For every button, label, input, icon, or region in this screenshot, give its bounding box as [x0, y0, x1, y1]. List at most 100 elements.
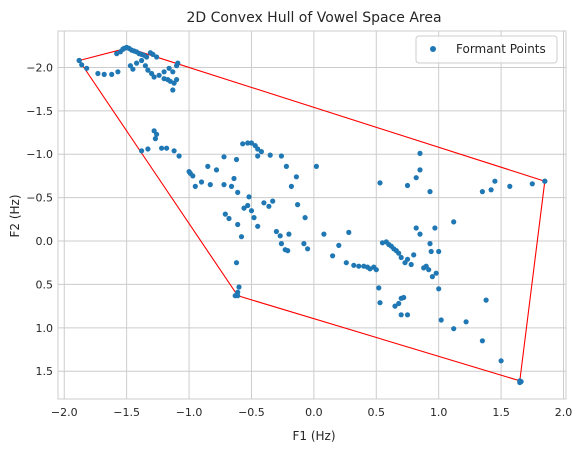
formant-point — [413, 225, 419, 231]
formant-point — [346, 229, 352, 235]
plot-frame — [57, 30, 567, 400]
formant-point — [145, 67, 151, 73]
formant-point — [277, 233, 283, 239]
formant-point — [101, 71, 107, 77]
formant-point — [451, 326, 457, 332]
formant-point — [301, 241, 307, 247]
formant-point — [267, 152, 273, 158]
formant-point — [233, 156, 240, 163]
formant-point — [305, 246, 311, 252]
hull-vertex-point — [517, 378, 523, 384]
plot-background — [58, 31, 566, 399]
formant-point — [429, 274, 435, 280]
formant-point — [221, 154, 227, 160]
hull-vertex-point — [542, 178, 548, 184]
formant-point — [152, 136, 158, 142]
formant-point — [411, 252, 417, 258]
formant-point — [427, 189, 433, 195]
formant-point — [192, 183, 198, 189]
formant-point — [479, 338, 485, 344]
formant-point — [130, 66, 136, 72]
formant-point — [278, 153, 284, 159]
formant-point — [255, 153, 261, 159]
formant-point — [95, 70, 101, 77]
formant-point — [231, 175, 237, 182]
formant-point — [151, 128, 157, 134]
x-axis-label: F1 (Hz) — [292, 429, 335, 443]
x-tick-label: 0.5 — [368, 406, 386, 419]
formant-point — [417, 167, 423, 173]
formant-point — [428, 248, 434, 255]
formant-point — [492, 178, 498, 184]
x-axis-ticks: −2.0 −1.5 −1.0 −0.5 0.0 0.5 1.0 1.5 2.0 — [51, 406, 572, 419]
formant-point — [251, 215, 257, 221]
x-tick-label: 2.0 — [555, 406, 573, 419]
formant-point — [156, 72, 162, 78]
formant-point — [529, 181, 535, 187]
formant-point — [134, 60, 140, 66]
formant-point — [233, 260, 240, 266]
formant-point — [176, 153, 182, 159]
x-tick-label: −1.0 — [176, 406, 203, 419]
formant-point — [356, 263, 362, 269]
formant-point — [273, 228, 279, 235]
y-tick-label: 1.0 — [36, 322, 54, 335]
formant-point — [79, 62, 85, 68]
formant-point — [145, 146, 151, 152]
formant-point — [226, 215, 232, 222]
formant-point — [270, 198, 276, 204]
formant-point — [376, 285, 382, 291]
formant-point — [336, 242, 342, 248]
formant-point — [258, 149, 264, 155]
formant-point — [293, 174, 299, 180]
formant-point — [245, 202, 251, 209]
legend: Formant Points — [415, 35, 558, 64]
formant-point — [139, 148, 145, 154]
formant-point — [235, 221, 241, 228]
formant-point — [483, 297, 489, 303]
formant-point — [396, 250, 402, 256]
formant-point — [498, 358, 504, 364]
y-axis-label: F2 (Hz) — [8, 194, 22, 237]
formant-point — [171, 148, 177, 154]
formant-point — [161, 69, 167, 75]
hull-vertex-point — [235, 293, 241, 299]
formant-point — [377, 300, 383, 306]
formant-point — [261, 200, 267, 206]
formant-point — [436, 248, 442, 255]
formant-point — [175, 60, 181, 66]
formant-point — [321, 231, 327, 237]
formant-point — [330, 253, 336, 259]
formant-point — [283, 163, 289, 169]
formant-point — [377, 180, 383, 186]
formant-point — [507, 183, 513, 189]
formant-point — [266, 203, 272, 209]
formant-point — [426, 267, 432, 273]
formant-point — [238, 234, 245, 240]
formant-point — [170, 87, 176, 93]
formant-point — [222, 211, 228, 217]
formant-point — [295, 202, 301, 208]
formant-point — [144, 54, 150, 60]
formant-point — [114, 51, 120, 57]
x-tick-label: −1.5 — [113, 406, 140, 419]
formant-point — [248, 140, 255, 146]
formant-point — [159, 145, 165, 151]
formant-point — [241, 205, 247, 211]
formant-point — [288, 183, 294, 189]
legend-marker — [430, 46, 436, 52]
formant-point — [235, 189, 241, 195]
legend-box — [415, 35, 558, 64]
formant-point — [396, 300, 402, 307]
y-axis-ticks: −2.0 −1.5 −1.0 −0.5 0.0 0.5 1.0 1.5 — [26, 61, 53, 378]
formant-point — [436, 286, 442, 292]
formant-point — [278, 241, 284, 247]
x-tick-label: −0.5 — [238, 406, 265, 419]
formant-point — [417, 150, 423, 156]
x-tick-label: 1.5 — [492, 406, 510, 419]
formant-point — [408, 261, 414, 268]
formant-point — [343, 260, 349, 266]
formant-point — [221, 182, 227, 188]
formant-point — [154, 54, 160, 60]
